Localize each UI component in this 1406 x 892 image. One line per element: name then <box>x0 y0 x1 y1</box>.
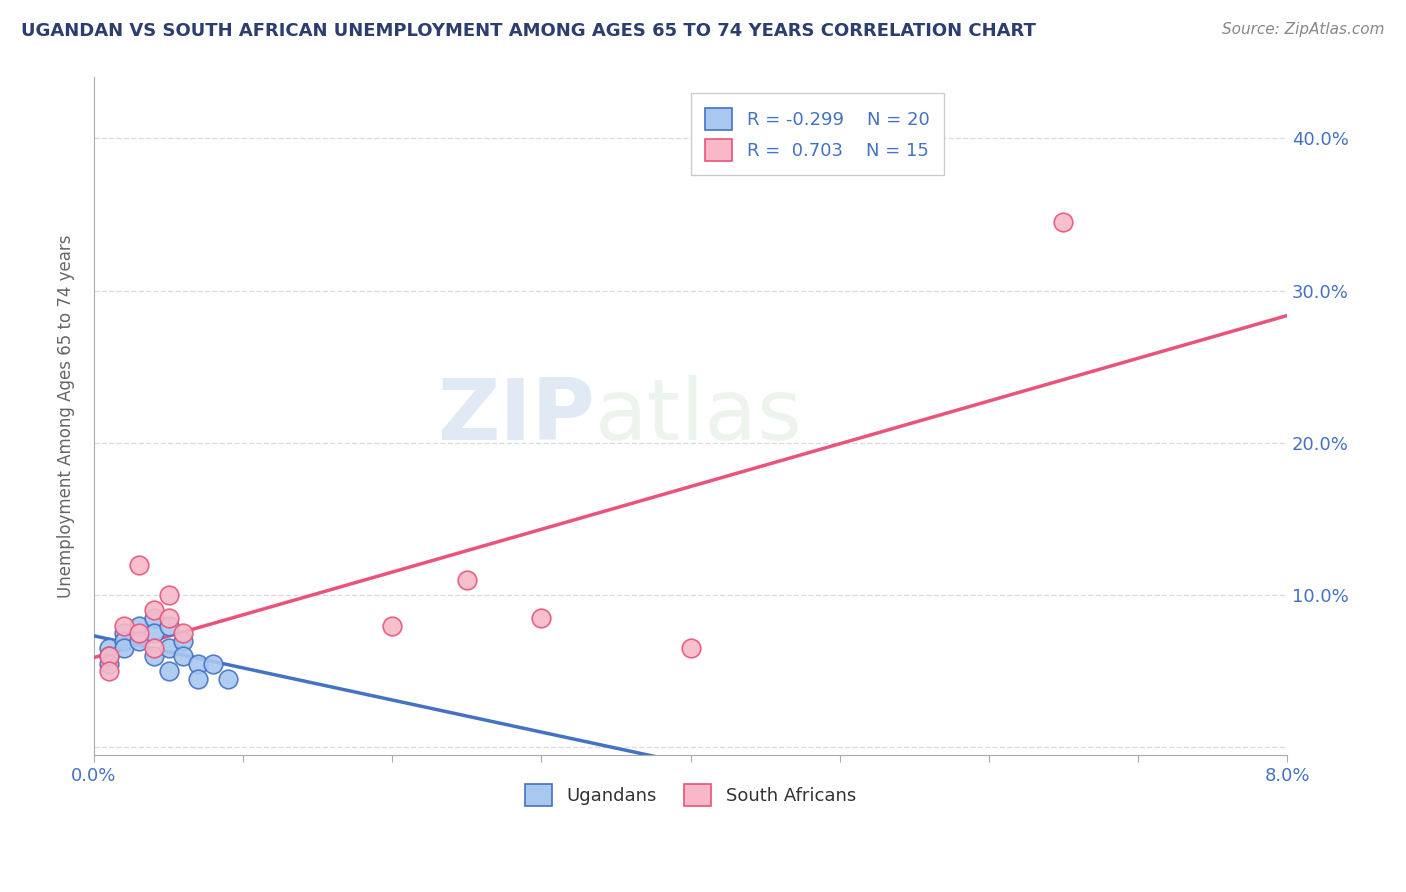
Point <box>142 611 165 625</box>
Text: Source: ZipAtlas.com: Source: ZipAtlas.com <box>1222 22 1385 37</box>
Point <box>142 648 165 663</box>
Point <box>217 672 239 686</box>
Point <box>142 626 165 640</box>
Point <box>128 618 150 632</box>
Point <box>112 633 135 648</box>
Point <box>202 657 225 671</box>
Point <box>157 588 180 602</box>
Point <box>112 618 135 632</box>
Point <box>157 611 180 625</box>
Point <box>530 611 553 625</box>
Point <box>456 573 478 587</box>
Y-axis label: Unemployment Among Ages 65 to 74 years: Unemployment Among Ages 65 to 74 years <box>58 235 75 598</box>
Text: ZIP: ZIP <box>437 375 595 458</box>
Point <box>128 558 150 572</box>
Point <box>157 641 180 656</box>
Point <box>187 672 209 686</box>
Point <box>97 648 120 663</box>
Point <box>97 657 120 671</box>
Point <box>97 664 120 678</box>
Point <box>381 618 404 632</box>
Text: UGANDAN VS SOUTH AFRICAN UNEMPLOYMENT AMONG AGES 65 TO 74 YEARS CORRELATION CHAR: UGANDAN VS SOUTH AFRICAN UNEMPLOYMENT AM… <box>21 22 1036 40</box>
Point <box>142 641 165 656</box>
Point <box>142 603 165 617</box>
Point <box>157 618 180 632</box>
Point <box>112 641 135 656</box>
Point <box>1052 215 1074 229</box>
Point <box>172 626 194 640</box>
Point <box>157 664 180 678</box>
Point <box>679 641 702 656</box>
Point <box>172 633 194 648</box>
Point <box>128 626 150 640</box>
Point <box>112 626 135 640</box>
Point <box>97 648 120 663</box>
Point <box>128 633 150 648</box>
Legend: Ugandans, South Africans: Ugandans, South Africans <box>517 777 863 814</box>
Point <box>172 648 194 663</box>
Point <box>187 657 209 671</box>
Text: atlas: atlas <box>595 375 803 458</box>
Point <box>97 641 120 656</box>
